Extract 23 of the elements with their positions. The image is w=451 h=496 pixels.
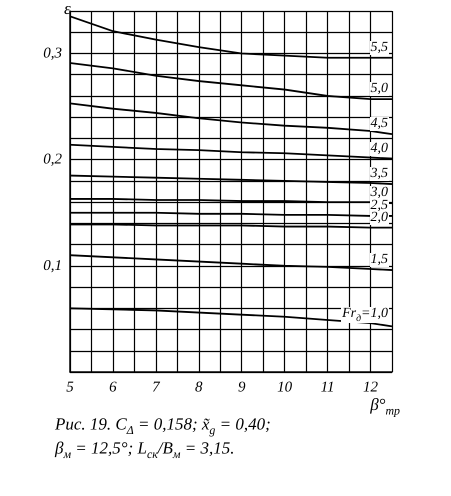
series-label: 4,0	[370, 140, 389, 156]
series-label: 2,5	[370, 198, 389, 213]
x-tick-label: 7	[152, 380, 162, 396]
series-label: 2,0	[370, 210, 389, 225]
y-axis-title: ε	[64, 0, 71, 18]
y-tick-label: 0,3	[43, 45, 62, 62]
x-tick-label: 6	[109, 380, 118, 396]
x-axis-title: β°$_{тр}$	[370, 395, 400, 418]
y-tick-label: 0,1	[43, 258, 62, 274]
y-tick-label: 0,2	[43, 152, 62, 168]
x-tick-label: 9	[238, 380, 246, 396]
x-tick-label: 8	[195, 380, 204, 396]
series-label: 5,5	[370, 40, 389, 55]
series-label: 4,5	[370, 116, 389, 132]
series-label: 5,0	[370, 81, 389, 96]
series-label: 3,5	[370, 166, 389, 182]
x-tick-label: 12	[363, 380, 379, 396]
x-tick-label: 10	[277, 380, 293, 396]
series-label: Fr$_{д}$=1,0	[341, 306, 389, 324]
series-label: 1,5	[370, 252, 389, 268]
x-tick-label: 5	[66, 380, 74, 396]
x-tick-label: 11	[320, 380, 335, 396]
series-label: 3,0	[370, 185, 389, 200]
